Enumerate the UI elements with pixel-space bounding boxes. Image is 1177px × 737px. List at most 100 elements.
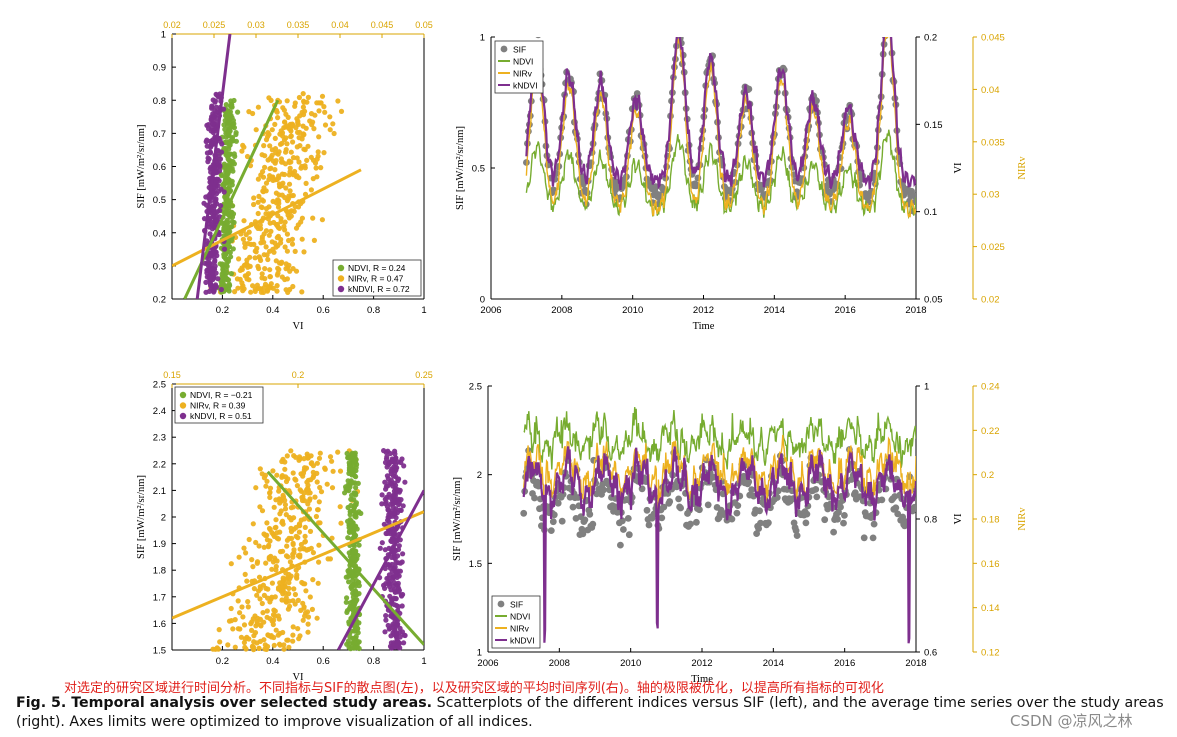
fit-line-ndvi — [266, 470, 424, 646]
scatter-point-nirv — [290, 170, 296, 176]
scatter-point-nirv — [335, 98, 341, 104]
scatter-point-nirv — [304, 547, 310, 553]
x-tick-label: 0.2 — [216, 305, 229, 316]
scatter-point-kndvi — [219, 141, 225, 147]
scatter-point-kndvi — [216, 231, 222, 238]
legend-label-sif: SIF — [510, 599, 523, 609]
scatter-point-kndvi — [397, 568, 403, 574]
y-tick-label: 2.5 — [469, 382, 482, 393]
scatter-point-nirv — [244, 578, 250, 584]
legend-label-kndvi: kNDVI — [510, 635, 535, 645]
scatter-point-nirv — [297, 554, 303, 560]
scatter-point-ndvi — [353, 583, 359, 589]
scatter-point-nirv — [281, 107, 287, 113]
scatter-point-nirv — [252, 255, 258, 261]
y-tick-label: 0.5 — [153, 195, 166, 206]
scatter-point-nirv — [272, 146, 279, 152]
scatter-point-kndvi — [399, 603, 405, 609]
fit-line-kndvi — [336, 489, 424, 650]
scatter-point-nirv — [273, 497, 279, 503]
legend-box — [174, 386, 264, 424]
scatter-point-nirv — [269, 239, 275, 245]
sif-point — [693, 518, 700, 526]
sif-point — [885, 10, 892, 17]
fit-line-kndvi — [195, 34, 232, 299]
scatter-point-nirv — [280, 180, 286, 186]
y-tick-label: 0.2 — [153, 295, 166, 306]
sif-point — [765, 519, 772, 527]
scatter-point-nirv — [252, 248, 258, 254]
legend-marker-ndvi — [179, 391, 187, 399]
scatter-point-ndvi — [226, 143, 232, 149]
scatter-point-kndvi — [400, 591, 406, 598]
scatter-point-nirv — [297, 633, 303, 639]
scatter-point-nirv — [247, 236, 253, 242]
legend-marker-sif — [500, 45, 508, 53]
scatter-point-nirv — [232, 289, 238, 295]
scatter-point-nirv — [259, 600, 265, 607]
scatter-point-nirv — [250, 643, 256, 649]
scatter-point-nirv — [297, 487, 303, 493]
scatter-point-nirv — [327, 114, 333, 120]
scatter-point-nirv — [327, 127, 333, 133]
y-tick-label: 2.1 — [153, 486, 166, 497]
sif-point — [664, 490, 672, 497]
scatter-point-nirv — [225, 642, 231, 648]
scatter-point-kndvi — [391, 643, 397, 649]
scatter-point-nirv — [298, 541, 304, 548]
right-tick-label-nirv: 0.04 — [981, 85, 1000, 96]
y-tick-label: 0.5 — [472, 164, 485, 175]
y-tick-label: 0.9 — [153, 63, 166, 74]
sif-point — [887, 17, 894, 24]
scatter-point-nirv — [296, 457, 302, 463]
scatter-point-nirv — [310, 463, 316, 469]
sif-point — [658, 514, 666, 522]
scatter-point-nirv — [252, 286, 258, 292]
scatter-point-nirv — [281, 642, 287, 648]
scatter-point-nirv — [287, 209, 293, 215]
figure-note-chinese: 对选定的研究区域进行时间分析。不同指标与SIF的散点图(左)，以及研究区域的平均… — [64, 681, 884, 696]
scatter-point-kndvi — [218, 203, 224, 209]
scatter-point-nirv — [315, 520, 322, 526]
sif-point — [531, 494, 538, 502]
scatter-point-kndvi — [392, 467, 398, 473]
x-tick-label: 2014 — [763, 658, 784, 669]
scatter-point-kndvi — [385, 622, 391, 629]
scatter-point-nirv — [338, 520, 344, 526]
y-tick-label: 2 — [161, 513, 166, 524]
scatter-point-nirv — [301, 132, 307, 138]
scatter-point-nirv — [330, 121, 336, 127]
scatter-point-kndvi — [207, 150, 214, 156]
scatter-point-nirv — [275, 536, 282, 542]
scatter-point-nirv — [241, 262, 247, 268]
scatter-point-nirv — [300, 91, 306, 97]
scatter-point-nirv — [301, 604, 307, 610]
sif-point — [869, 534, 877, 542]
sif-point — [660, 503, 668, 511]
scatter-point-nirv — [263, 206, 270, 212]
scatter-point-nirv — [268, 553, 274, 559]
scatter-point-nirv — [285, 476, 291, 482]
sif-point — [748, 486, 756, 494]
scatter-point-nirv — [282, 244, 288, 250]
scatter-point-nirv — [269, 580, 275, 586]
sif-point — [883, 21, 890, 28]
scatter-point-nirv — [245, 604, 251, 610]
scatter-point-nirv — [267, 489, 273, 495]
scatter-point-kndvi — [390, 575, 396, 581]
scatter-point-ndvi — [348, 518, 354, 524]
scatter-point-nirv — [239, 280, 245, 286]
scatter-point-kndvi — [208, 140, 214, 146]
scatter-point-kndvi — [385, 580, 391, 586]
scatter-point-nirv — [279, 192, 285, 198]
scatter-point-nirv — [302, 613, 308, 619]
scatter-point-nirv — [310, 176, 316, 182]
scatter-point-nirv — [285, 196, 291, 202]
scatter-point-ndvi — [225, 171, 231, 177]
legend-marker-kndvi — [337, 285, 345, 293]
scatter-point-kndvi — [203, 279, 209, 285]
scatter-point-nirv — [322, 122, 329, 128]
scatter-point-nirv — [312, 494, 318, 500]
scatter-point-nirv — [286, 580, 292, 586]
sif-point — [535, 37, 541, 39]
